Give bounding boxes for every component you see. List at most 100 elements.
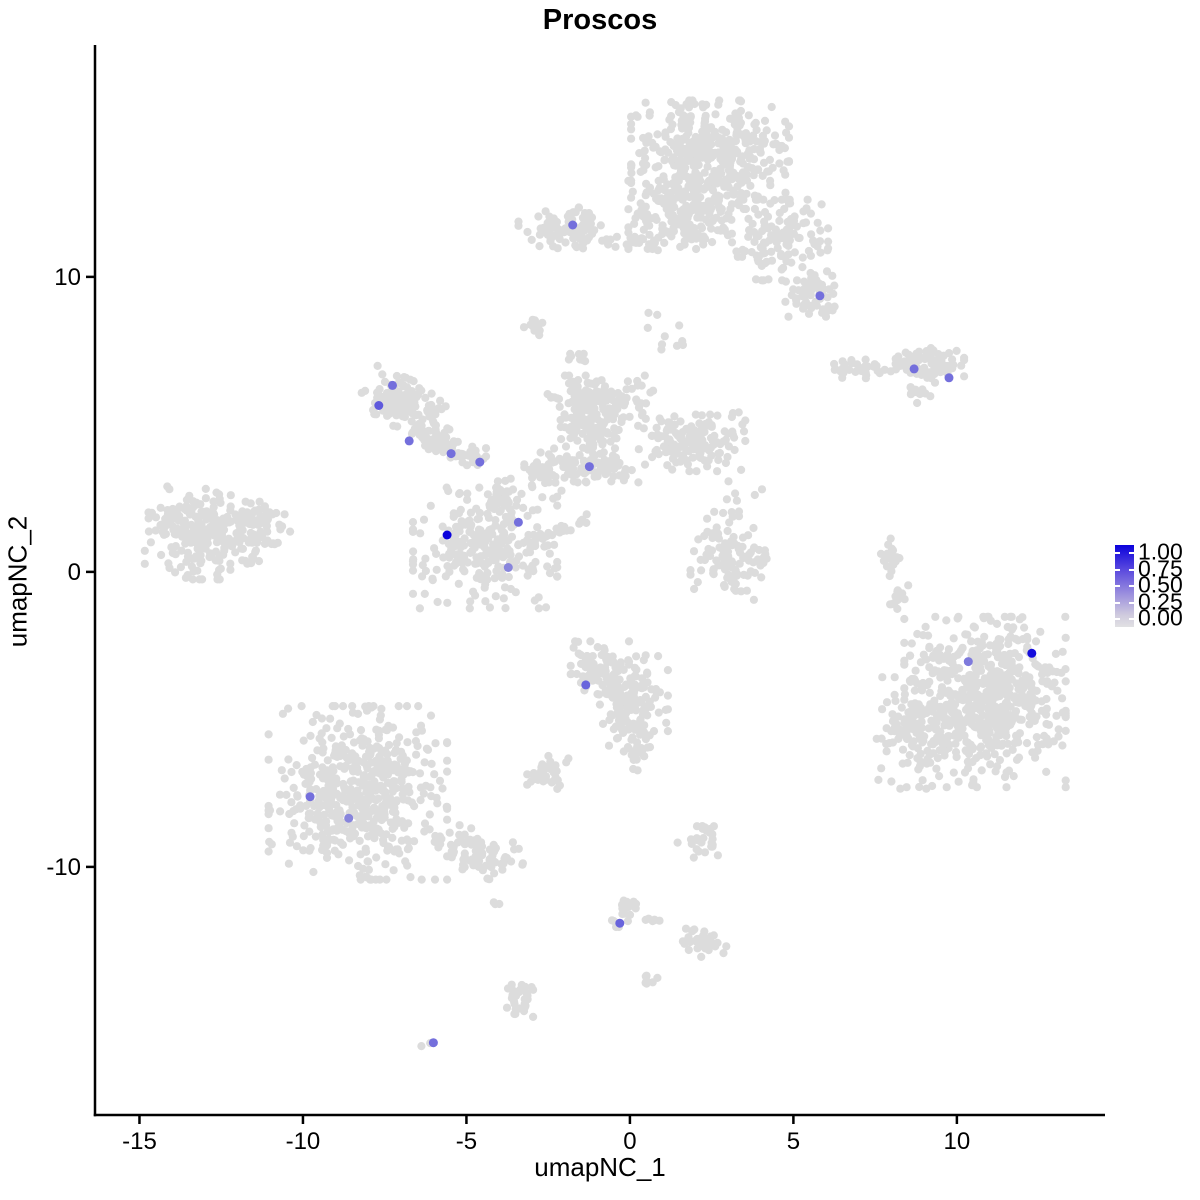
cell-point (473, 534, 482, 543)
cell-point (245, 535, 254, 544)
cell-point (906, 383, 915, 392)
cell-point (531, 533, 540, 542)
cell-point (976, 744, 985, 753)
cell-point (264, 755, 273, 764)
cell-point (949, 768, 958, 777)
cell-point (857, 366, 866, 376)
cell-point (618, 900, 627, 909)
cell-point (741, 436, 750, 446)
cell-point (1061, 677, 1070, 686)
cell-point (408, 589, 418, 598)
expressing-cell-point (305, 792, 315, 802)
cell-point (598, 719, 608, 729)
cell-point (985, 641, 995, 650)
cell-point (600, 382, 610, 391)
cell-point (596, 221, 605, 230)
cell-point (703, 155, 713, 165)
cell-point (287, 798, 296, 807)
cell-point (201, 494, 210, 503)
cell-point (1036, 627, 1045, 636)
cell-point (549, 494, 558, 503)
cell-point (736, 96, 745, 105)
cell-point (433, 597, 442, 607)
cell-point (741, 416, 750, 425)
cell-point (1038, 664, 1047, 673)
cell-point (285, 838, 295, 847)
cell-point (998, 712, 1007, 721)
y-tick-label: 0 (68, 559, 81, 586)
cell-point (579, 219, 588, 229)
cell-point (733, 124, 742, 133)
cell-point (481, 444, 491, 453)
cell-point (521, 982, 530, 992)
cell-point (329, 835, 338, 845)
cell-point (666, 437, 675, 447)
cell-point (254, 557, 264, 566)
cell-point (207, 552, 216, 561)
cell-point (420, 819, 430, 828)
cell-point (254, 520, 263, 530)
cell-point (586, 637, 595, 646)
cell-point (734, 507, 744, 516)
cell-point (690, 139, 699, 148)
cell-point (900, 614, 909, 624)
cell-point (445, 567, 454, 577)
cell-point (163, 506, 172, 515)
cell-point (748, 219, 757, 228)
cell-point (299, 846, 308, 855)
cell-point (760, 208, 770, 217)
cell-point (749, 171, 758, 180)
cell-point (659, 184, 668, 193)
cell-point (332, 776, 341, 786)
cell-point (711, 942, 720, 951)
cell-point (760, 136, 769, 146)
cell-point (764, 275, 773, 284)
cell-point (817, 200, 826, 209)
cell-point (777, 141, 787, 151)
cell-point (900, 690, 910, 699)
cell-point (544, 450, 554, 459)
cell-point (471, 446, 480, 455)
cell-point (639, 225, 648, 234)
cell-point (727, 238, 737, 247)
cell-point (457, 836, 466, 845)
cell-point (710, 431, 719, 440)
cell-point (443, 815, 452, 824)
cell-point (190, 554, 199, 563)
cell-point (905, 724, 914, 734)
cell-point (798, 263, 807, 272)
cell-point (654, 708, 663, 717)
cell-point (700, 848, 710, 857)
cell-point (640, 146, 649, 155)
cell-point (813, 218, 822, 227)
cell-point (929, 736, 938, 746)
cell-point (192, 498, 201, 507)
cell-point (528, 483, 537, 492)
cell-point (912, 354, 921, 363)
cell-point (918, 776, 927, 785)
cell-point (645, 183, 655, 192)
cell-point (456, 550, 465, 559)
expressing-cell-point (404, 436, 414, 446)
cell-point (502, 1003, 512, 1012)
expressing-cell-point (374, 401, 384, 410)
expressing-cell-point (344, 813, 354, 823)
cell-point (615, 706, 625, 715)
cell-point (936, 727, 945, 736)
cell-point (375, 769, 385, 778)
expressing-cell-point (428, 1038, 438, 1048)
cell-point (417, 386, 426, 395)
cell-point (1058, 694, 1067, 703)
cell-point (264, 824, 273, 833)
cell-point (804, 309, 814, 318)
cell-point (767, 247, 776, 256)
cell-point (542, 463, 551, 472)
cell-point (874, 775, 883, 785)
colorbar-tick-mark (1115, 585, 1120, 587)
cell-point (946, 691, 955, 701)
cell-point (925, 750, 934, 759)
cell-point (638, 408, 647, 417)
cell-point (441, 402, 450, 411)
cell-point (725, 137, 734, 146)
cell-point (481, 597, 490, 606)
